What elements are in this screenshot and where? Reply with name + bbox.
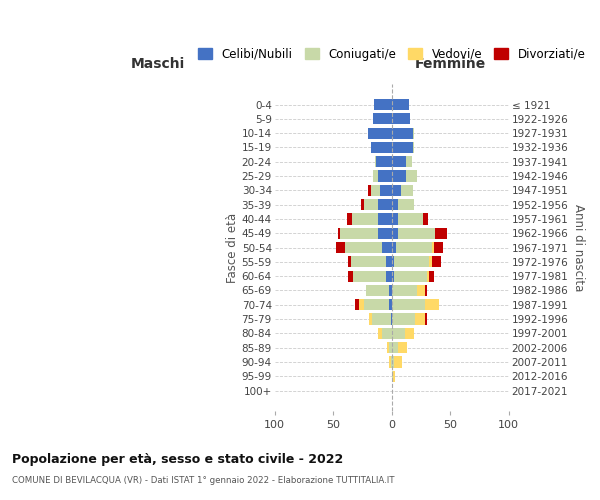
- Bar: [364, 299, 389, 310]
- Bar: [376, 156, 392, 168]
- Bar: [371, 185, 380, 196]
- Bar: [387, 342, 389, 353]
- Bar: [413, 128, 414, 139]
- Bar: [394, 356, 402, 368]
- Bar: [374, 99, 392, 110]
- Bar: [425, 299, 439, 310]
- Bar: [398, 199, 414, 210]
- Bar: [392, 114, 410, 124]
- Bar: [368, 185, 371, 196]
- Bar: [392, 185, 401, 196]
- Bar: [349, 270, 353, 281]
- Bar: [377, 170, 392, 181]
- Bar: [373, 114, 392, 124]
- Bar: [406, 156, 412, 168]
- Bar: [392, 156, 406, 168]
- Bar: [392, 242, 397, 253]
- Bar: [418, 285, 425, 296]
- Bar: [392, 328, 404, 339]
- Bar: [392, 99, 409, 110]
- Bar: [398, 342, 407, 353]
- Bar: [431, 256, 441, 268]
- Bar: [392, 356, 394, 368]
- Bar: [353, 270, 386, 281]
- Bar: [377, 214, 392, 224]
- Bar: [389, 285, 392, 296]
- Bar: [429, 270, 434, 281]
- Y-axis label: Anni di nascita: Anni di nascita: [572, 204, 585, 291]
- Bar: [364, 199, 377, 210]
- Bar: [434, 242, 443, 253]
- Bar: [394, 270, 427, 281]
- Bar: [382, 242, 392, 253]
- Bar: [377, 228, 392, 239]
- Bar: [398, 214, 424, 224]
- Bar: [392, 256, 394, 268]
- Bar: [389, 299, 392, 310]
- Bar: [392, 285, 418, 296]
- Bar: [393, 370, 395, 382]
- Bar: [345, 242, 382, 253]
- Bar: [392, 142, 413, 153]
- Text: Femmine: Femmine: [415, 57, 486, 71]
- Bar: [391, 356, 392, 368]
- Bar: [351, 256, 386, 268]
- Bar: [392, 299, 425, 310]
- Bar: [392, 199, 398, 210]
- Bar: [401, 185, 413, 196]
- Bar: [359, 299, 364, 310]
- Bar: [386, 256, 392, 268]
- Bar: [386, 270, 392, 281]
- Text: COMUNE DI BEVILACQUA (VR) - Dati ISTAT 1° gennaio 2022 - Elaborazione TUTTITALIA: COMUNE DI BEVILACQUA (VR) - Dati ISTAT 1…: [12, 476, 395, 485]
- Bar: [340, 228, 377, 239]
- Bar: [349, 256, 351, 268]
- Bar: [431, 242, 434, 253]
- Bar: [427, 270, 429, 281]
- Bar: [392, 314, 415, 324]
- Bar: [368, 128, 392, 139]
- Bar: [366, 285, 389, 296]
- Bar: [392, 128, 413, 139]
- Bar: [406, 170, 418, 181]
- Y-axis label: Fasce di età: Fasce di età: [226, 212, 239, 282]
- Bar: [338, 228, 340, 239]
- Bar: [392, 270, 394, 281]
- Bar: [382, 328, 392, 339]
- Bar: [404, 328, 414, 339]
- Bar: [392, 342, 398, 353]
- Bar: [425, 314, 427, 324]
- Bar: [389, 356, 391, 368]
- Bar: [429, 256, 431, 268]
- Bar: [355, 299, 359, 310]
- Bar: [392, 228, 398, 239]
- Bar: [352, 214, 377, 224]
- Bar: [373, 170, 377, 181]
- Bar: [435, 228, 447, 239]
- Bar: [377, 328, 382, 339]
- Bar: [425, 285, 427, 296]
- Bar: [391, 314, 392, 324]
- Bar: [397, 242, 431, 253]
- Text: Maschi: Maschi: [130, 57, 185, 71]
- Bar: [392, 170, 406, 181]
- Bar: [371, 142, 392, 153]
- Bar: [415, 314, 425, 324]
- Bar: [370, 314, 372, 324]
- Bar: [413, 142, 414, 153]
- Bar: [398, 228, 435, 239]
- Bar: [377, 199, 392, 210]
- Bar: [392, 214, 398, 224]
- Bar: [361, 199, 364, 210]
- Bar: [389, 342, 392, 353]
- Bar: [347, 214, 352, 224]
- Bar: [335, 242, 345, 253]
- Bar: [380, 185, 392, 196]
- Bar: [372, 314, 391, 324]
- Bar: [394, 256, 429, 268]
- Bar: [392, 370, 393, 382]
- Legend: Celibi/Nubili, Coniugati/e, Vedovi/e, Divorziati/e: Celibi/Nubili, Coniugati/e, Vedovi/e, Di…: [198, 48, 586, 60]
- Text: Popolazione per età, sesso e stato civile - 2022: Popolazione per età, sesso e stato civil…: [12, 452, 343, 466]
- Bar: [424, 214, 428, 224]
